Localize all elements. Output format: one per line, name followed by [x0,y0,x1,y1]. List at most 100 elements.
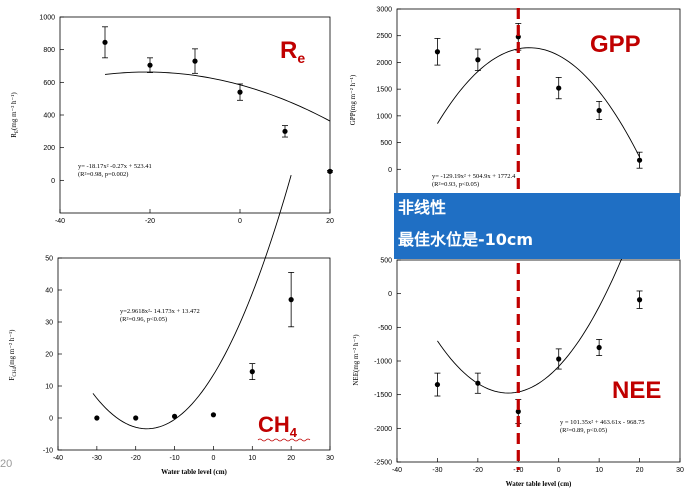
x-tick-label: 10 [248,455,256,462]
x-tick-label: 30 [676,467,684,474]
x-tick-label: 20 [287,455,295,462]
y-tick-label: -2500 [374,460,392,467]
y-tick-label: 800 [43,47,55,54]
panel-title-subscript: 4 [290,425,298,440]
x-tick-label: 0 [557,467,561,474]
data-point [192,58,198,64]
chart-nee: -2500 -2000 -1500 -1000 -500 0 500 -40 -30 -20 -10… [352,212,684,488]
data-point [475,380,481,386]
x-tick-label: 0 [238,218,242,225]
data-point [171,413,178,419]
y-tick-label: 1000 [376,113,392,120]
panel-title: NEE [612,377,661,404]
y-axis-label-units: (mg m⁻² h⁻¹) [10,92,18,130]
y-tick-label: 400 [43,113,55,120]
y-tick-label: 500 [380,258,392,265]
x-tick-label: 10 [595,467,603,474]
y-tick-label: 1500 [376,87,392,94]
x-tick-label: -20 [145,218,155,225]
data-point [237,89,243,95]
data-point [133,415,139,421]
footer-fragment: 20 [0,458,13,470]
x-tick-label: 20 [326,218,334,225]
title-underline [257,438,311,442]
y-tick-label: 2000 [376,60,392,67]
y-tick-label: 3000 [376,7,392,14]
fit-curve [437,212,640,394]
y-tick-label: 0 [49,416,53,423]
y-axis-label-main: F [8,377,16,381]
fit-equation: y= -129.19x² + 504.9x + 1772.4 [432,173,516,180]
data-point [327,168,333,174]
x-tick-label: -40 [53,455,63,462]
fit-equation: y = 101.35x² + 463.61x - 968.75 [560,419,645,426]
fit-curve [92,174,292,430]
y-tick-label: 30 [45,320,53,327]
fit-equation: y= -18.17x² -0.27x + 523.41 [78,163,152,170]
x-tick-label: -20 [131,455,141,462]
y-axis-label-main: GPP(mg m⁻² h⁻¹) [349,74,357,125]
x-axis-label: Water table level (cm) [161,468,227,476]
data-point [596,107,602,114]
y-axis-label: RE(mg m⁻² h⁻¹) [10,92,20,138]
x-tick-label: 30 [326,455,334,462]
data-point [249,369,255,375]
fit-stats: (R²=0.89, p<0.05) [560,427,607,434]
y-axis-label: GPP(mg m⁻² h⁻¹) [349,74,357,125]
panel-title: Re [280,37,305,66]
y-tick-label: -500 [378,325,392,332]
y-tick-label: -10 [43,448,53,455]
x-tick-label: -40 [392,467,402,474]
x-tick-label: -40 [55,218,65,225]
y-axis-label-main: R [10,133,18,138]
y-axis-label: FCH4(mg m⁻² h⁻¹) [8,329,18,381]
fit-stats: (R²=0.96, p<0.05) [120,316,167,323]
fit-stats: (R²=0.93, p<0.05) [432,181,479,188]
data-point [94,415,100,421]
y-tick-label: 500 [380,140,392,147]
fit-curve [437,47,640,158]
data-point [636,157,643,163]
x-tick-label: -10 [170,455,180,462]
data-point [102,39,108,45]
fit-stats: (R²=0.98, p=0.002) [78,171,128,178]
y-tick-label: 1000 [39,15,55,22]
data-point [210,412,217,418]
y-tick-label: 0 [388,291,392,298]
panel-title: CH4 [258,412,298,440]
y-tick-label: 600 [43,80,55,87]
x-tick-label: -30 [92,455,102,462]
data-point [556,85,562,91]
y-axis-label-main: NEE(mg m⁻² h⁻¹) [352,334,360,386]
y-tick-label: 40 [45,288,53,295]
x-tick-label: 20 [636,467,644,474]
data-point [434,49,441,55]
x-axis-label: Water table level (cm) [506,480,572,488]
data-point [475,57,481,63]
y-tick-label: -1500 [374,392,392,399]
annotation-line-2: 最佳水位是-10cm [398,230,534,249]
data-point [282,128,288,134]
panel-title-subscript: e [297,50,305,66]
data-point [636,297,643,303]
y-tick-label: 50 [45,256,53,263]
data-point [288,297,294,303]
data-point [515,408,521,415]
y-tick-label: 20 [45,352,53,359]
y-tick-label: 2500 [376,33,392,40]
chart-gpp: 0 500 1000 1500 2000 2500 3000 y= -129.19x² + 5… [349,7,681,197]
data-point [147,62,153,68]
y-tick-label: 200 [43,145,55,152]
annotation-line-1: 非线性 [398,198,447,217]
y-axis-label-sub: E [15,130,20,133]
x-tick-label: -20 [473,467,483,474]
y-tick-label: -1000 [374,359,392,366]
panel-title: GPP [590,31,641,58]
y-axis-label-units: (mg m⁻² h⁻¹) [8,329,16,367]
x-tick-label: -30 [432,467,442,474]
fit-equation: y=2.9618x²- 14.173x + 13.472 [120,308,200,315]
y-tick-label: 0 [388,167,392,174]
plot-frame [396,259,681,463]
